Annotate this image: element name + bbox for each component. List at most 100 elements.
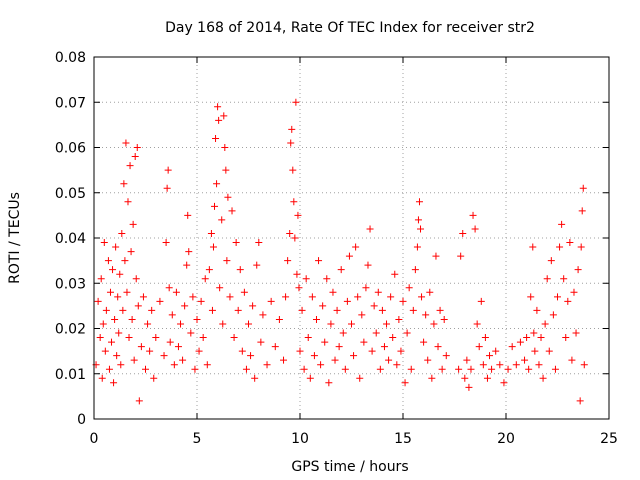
data-point [100, 239, 108, 247]
data-point [132, 275, 140, 283]
data-point [174, 343, 182, 351]
data-point [403, 329, 411, 337]
data-point [327, 320, 335, 328]
data-point [218, 216, 226, 224]
data-point [292, 98, 300, 106]
data-point [139, 293, 147, 301]
data-point [331, 356, 339, 364]
data-point [187, 329, 195, 337]
data-point [562, 334, 570, 342]
data-point [463, 356, 471, 364]
data-point [289, 166, 297, 174]
data-point [333, 306, 341, 314]
data-point [560, 275, 568, 283]
data-point [366, 225, 374, 233]
data-point [207, 229, 215, 237]
data-point [267, 297, 275, 305]
data-point [120, 180, 128, 188]
data-point [166, 338, 174, 346]
data-point [488, 365, 496, 373]
data-point [306, 374, 314, 382]
data-point [358, 311, 366, 319]
data-point [201, 275, 209, 283]
data-point [113, 352, 121, 360]
data-point [337, 266, 345, 274]
data-point [205, 266, 213, 274]
data-point [315, 257, 323, 265]
data-point [545, 347, 553, 355]
data-point [282, 293, 290, 301]
data-point [483, 374, 491, 382]
data-point [232, 239, 240, 247]
data-point [389, 334, 397, 342]
data-point [124, 198, 132, 206]
data-point [380, 343, 388, 351]
data-point [110, 379, 118, 387]
data-point [508, 343, 516, 351]
data-point [275, 315, 283, 323]
data-point [150, 374, 158, 382]
data-point [295, 284, 303, 292]
data-point [558, 220, 566, 228]
data-point [119, 306, 127, 314]
data-point [393, 361, 401, 369]
data-points [92, 98, 588, 405]
data-point [436, 306, 444, 314]
data-point [199, 334, 207, 342]
data-point [535, 361, 543, 369]
data-point [296, 347, 304, 355]
data-point [197, 297, 205, 305]
data-point [473, 320, 481, 328]
data-point [172, 288, 180, 296]
data-point [348, 320, 355, 328]
data-point [115, 329, 123, 337]
data-point [481, 334, 489, 342]
data-point [99, 320, 107, 328]
data-point [288, 125, 296, 133]
data-point [215, 116, 223, 124]
data-point [203, 361, 211, 369]
data-point [442, 352, 450, 360]
data-point [521, 356, 529, 364]
data-point [378, 306, 386, 314]
data-point [300, 365, 308, 373]
data-point [492, 347, 500, 355]
data-point [121, 257, 129, 265]
data-point [551, 365, 559, 373]
data-point [364, 261, 372, 269]
data-point [247, 352, 255, 360]
data-point [228, 207, 236, 215]
data-point [541, 320, 549, 328]
data-point [251, 374, 259, 382]
data-point [516, 338, 524, 346]
data-point [96, 334, 104, 342]
data-point [370, 302, 378, 310]
data-point [310, 352, 318, 360]
data-point [293, 270, 301, 278]
data-point [424, 356, 432, 364]
data-point [213, 180, 221, 188]
data-point [362, 284, 370, 292]
data-point [525, 365, 533, 373]
data-point [504, 365, 512, 373]
y-tick-label: 0 [77, 412, 86, 428]
data-point [263, 361, 271, 369]
data-point [376, 365, 384, 373]
data-point [224, 193, 232, 201]
data-point [547, 257, 555, 265]
data-point [112, 243, 120, 251]
data-point [368, 347, 376, 355]
data-point [214, 103, 222, 111]
data-point [543, 275, 551, 283]
data-point [529, 243, 537, 251]
data-point [135, 397, 143, 405]
data-point [271, 343, 279, 351]
data-point [580, 361, 588, 369]
data-point [574, 266, 582, 274]
data-point [294, 211, 302, 219]
data-point [572, 329, 580, 337]
data-point [531, 347, 539, 355]
data-point [422, 311, 430, 319]
data-point [131, 153, 139, 161]
